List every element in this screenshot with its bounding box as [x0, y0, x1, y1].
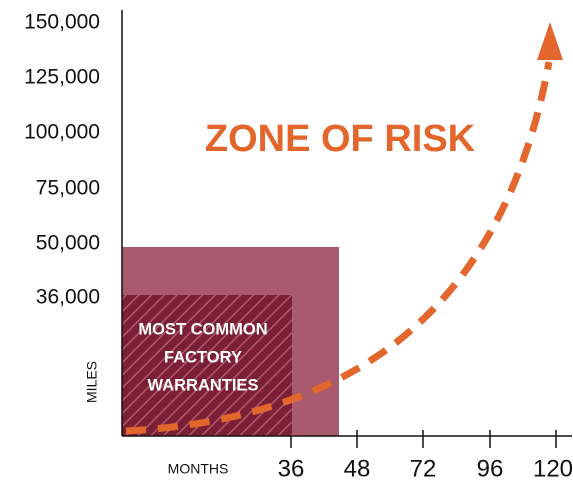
y-tick-labels: 150,000 125,000 100,000 75,000 50,000 36… — [24, 11, 100, 309]
y-tick-label: 100,000 — [24, 121, 100, 144]
y-tick-label: 150,000 — [24, 11, 100, 34]
risk-curve-line — [125, 61, 553, 435]
x-tick-label: 48 — [344, 455, 371, 480]
x-tick-label: 36 — [278, 455, 305, 480]
x-tick-labels: 36 48 72 96 120 — [278, 455, 573, 480]
x-axis-title: MONTHS — [168, 461, 229, 477]
x-tick-marks — [290, 430, 557, 448]
y-axis-title: MILES — [84, 361, 100, 403]
y-tick-label: 36,000 — [36, 286, 100, 309]
box-label-line: FACTORY — [164, 348, 242, 366]
y-tick-label: 75,000 — [36, 177, 100, 200]
box-label-line: MOST COMMON — [138, 320, 267, 338]
y-tick-label: 50,000 — [36, 232, 100, 255]
x-tick-label: 96 — [477, 455, 504, 480]
factory-warranty-label: MOST COMMON FACTORY WARRANTIES — [138, 320, 267, 394]
x-tick-label: 72 — [410, 455, 437, 480]
risk-curve-arrowhead — [537, 22, 563, 60]
box-label-line: WARRANTIES — [148, 376, 259, 394]
chart-title: ZONE OF RISK — [205, 118, 476, 160]
x-tick-label: 120 — [533, 455, 573, 480]
factory-warranty-box — [122, 295, 292, 436]
y-tick-label: 125,000 — [24, 66, 100, 89]
